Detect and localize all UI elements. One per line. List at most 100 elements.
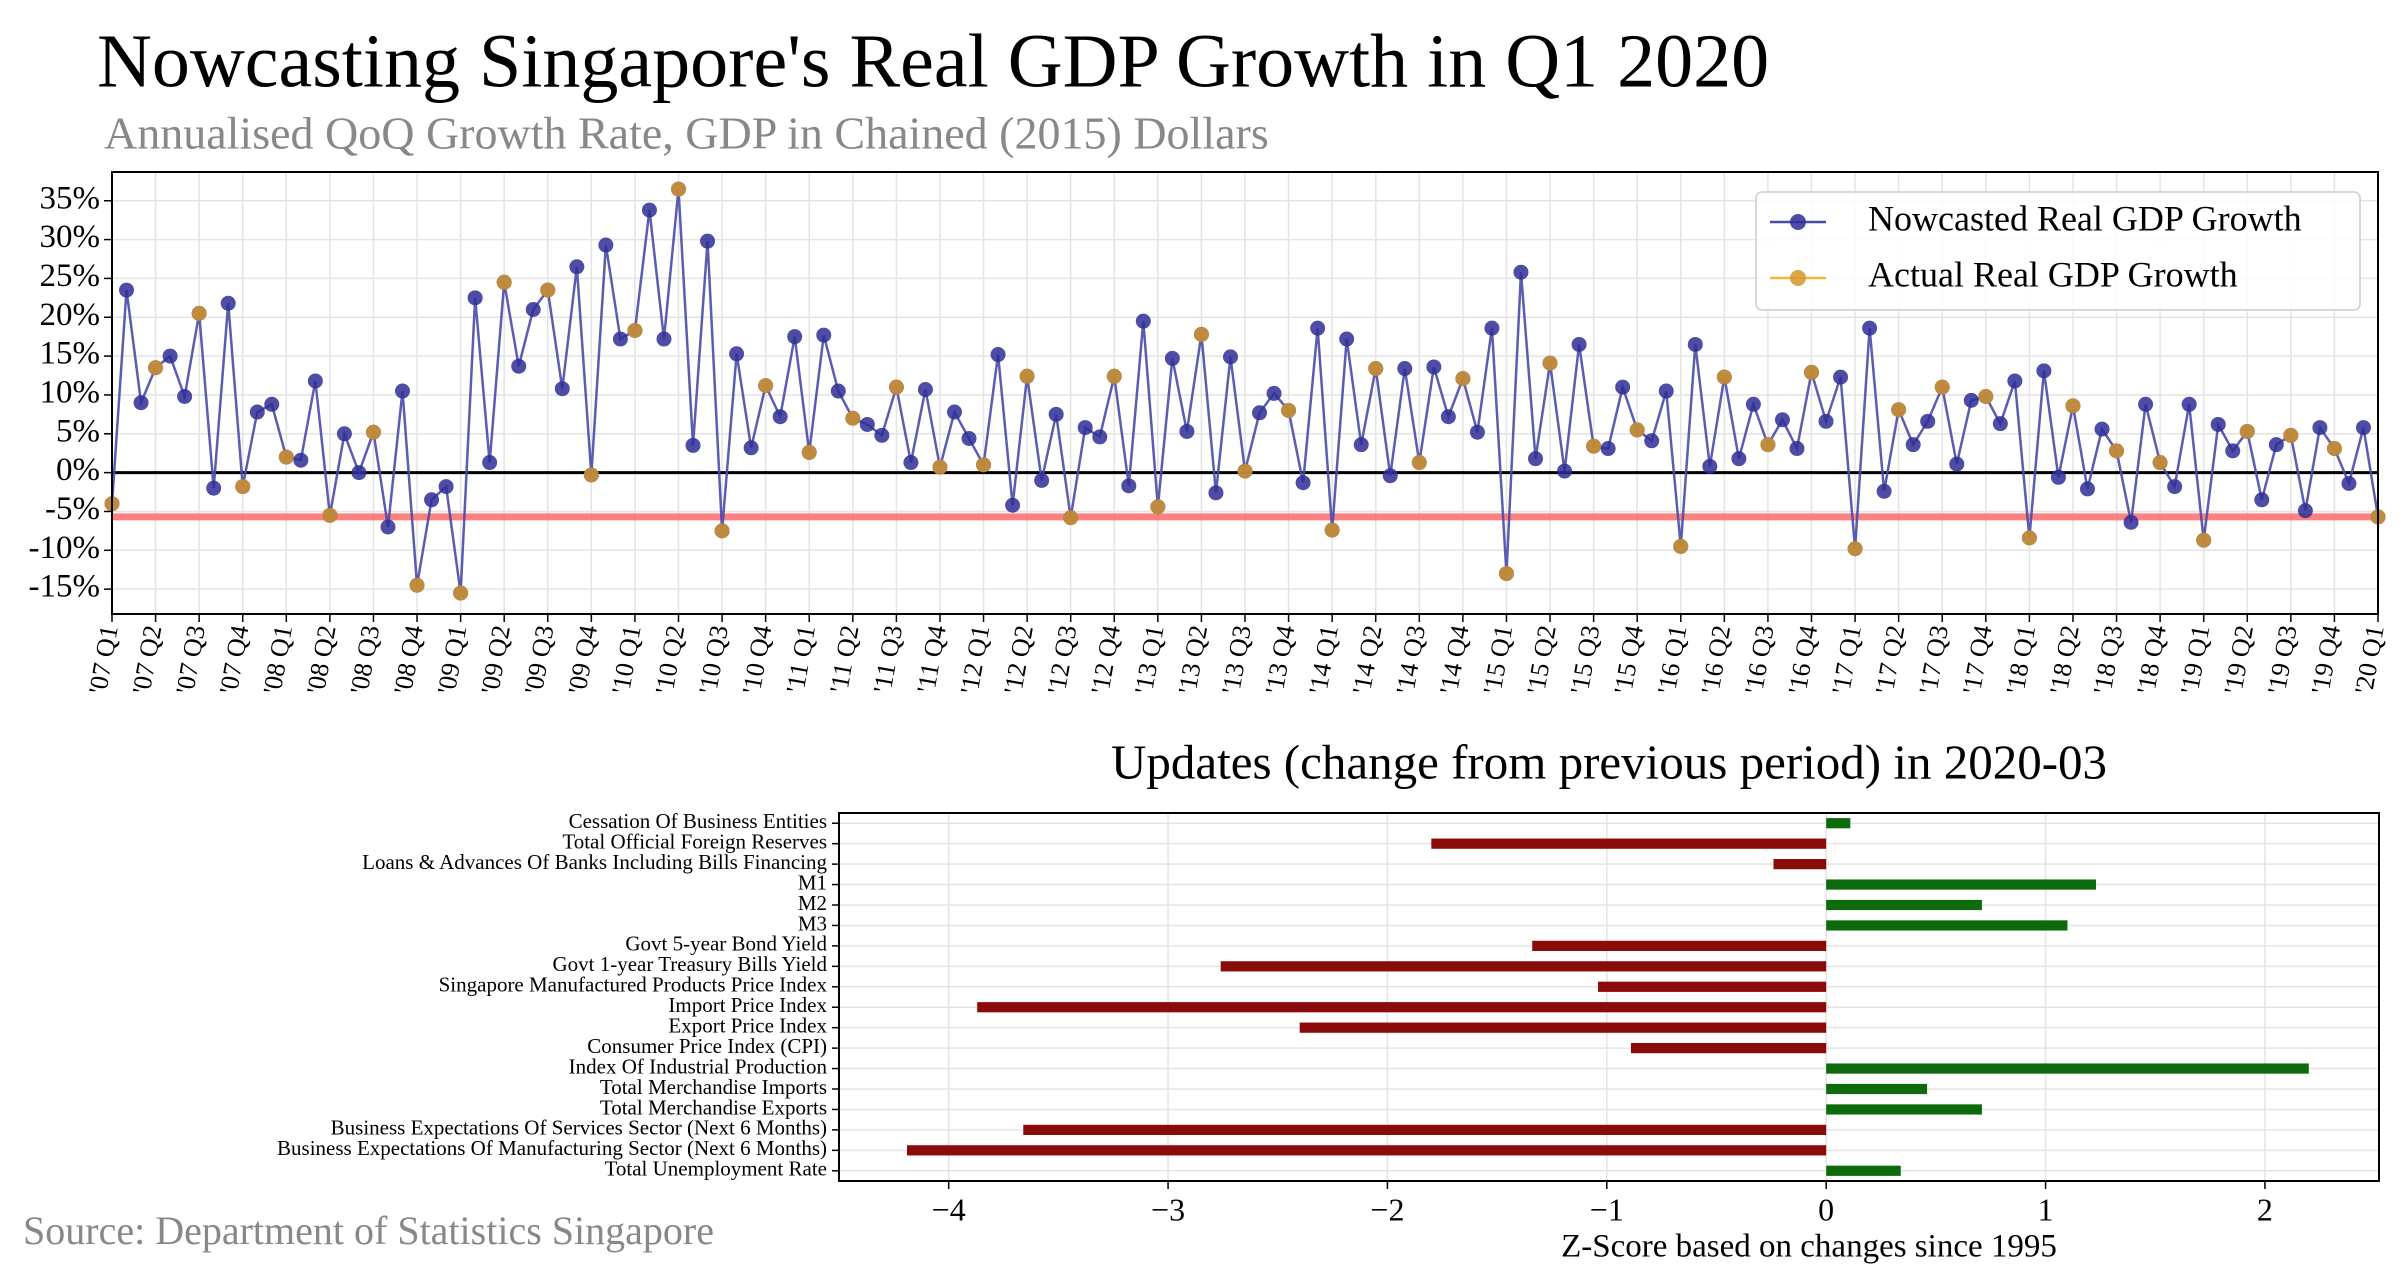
nowcast-point bbox=[598, 237, 614, 253]
actual-point bbox=[1804, 364, 1819, 380]
nowcast-point bbox=[641, 202, 657, 218]
x-tick-label: '14 Q2 bbox=[1347, 623, 1388, 696]
nowcast-point bbox=[2036, 363, 2052, 379]
nowcast-point bbox=[293, 452, 309, 468]
bar bbox=[1431, 838, 1827, 849]
bar bbox=[1826, 1083, 1928, 1095]
nowcast-point bbox=[1121, 478, 1137, 494]
bar bbox=[1826, 1063, 2309, 1074]
x-tick-label: '07 Q4 bbox=[214, 623, 255, 696]
nowcast-point bbox=[1077, 420, 1093, 436]
actual-point bbox=[1324, 522, 1340, 538]
legend-box bbox=[1755, 191, 2361, 311]
nowcast-point bbox=[511, 358, 527, 374]
actual-point bbox=[932, 459, 948, 475]
x-tick-label: '16 Q3 bbox=[1739, 623, 1780, 696]
y-tick-label: Total Merchandise Imports bbox=[600, 1075, 827, 1099]
nowcast-point bbox=[1469, 424, 1485, 440]
bar bbox=[1023, 1124, 1827, 1135]
actual-point bbox=[2196, 532, 2212, 548]
nowcast-point bbox=[772, 409, 788, 425]
nowcast-point bbox=[1353, 437, 1369, 453]
actual-point bbox=[758, 378, 774, 394]
actual-point bbox=[322, 507, 338, 523]
x-tick-label: '07 Q1 bbox=[83, 623, 124, 696]
nowcast-point bbox=[1135, 313, 1151, 329]
actual-point bbox=[148, 360, 164, 376]
y-tick-label: M2 bbox=[798, 891, 827, 915]
nowcast-point bbox=[1600, 441, 1616, 457]
nowcast-point bbox=[133, 395, 149, 411]
y-tick-label: 30% bbox=[40, 219, 101, 255]
y-tick-label: 5% bbox=[56, 413, 100, 449]
nowcast-point bbox=[1513, 264, 1529, 280]
nowcast-point bbox=[569, 259, 585, 275]
nowcast-point bbox=[177, 388, 193, 404]
actual-point bbox=[235, 479, 251, 495]
actual-point bbox=[801, 444, 817, 460]
actual-point bbox=[1586, 438, 1602, 454]
x-tick-label: '16 Q2 bbox=[1696, 623, 1737, 696]
nowcast-point bbox=[1005, 497, 1021, 513]
bar bbox=[977, 1002, 1827, 1013]
nowcast-point bbox=[1731, 451, 1747, 467]
nowcast-point bbox=[2123, 514, 2139, 530]
x-tick-label: '14 Q4 bbox=[1434, 623, 1475, 696]
nowcast-point bbox=[119, 282, 135, 298]
y-tick-label: Business Expectations Of Manufacturing S… bbox=[277, 1136, 827, 1160]
y-tick-label: -10% bbox=[29, 530, 100, 566]
bar-chart-title: Updates (change from previous period) in… bbox=[1111, 734, 2107, 789]
actual-point bbox=[2065, 398, 2081, 414]
nowcast-point bbox=[2050, 469, 2066, 485]
nowcast-point bbox=[1818, 413, 1834, 429]
x-tick-label: '15 Q4 bbox=[1608, 623, 1649, 696]
x-tick-label: '10 Q4 bbox=[737, 623, 778, 696]
actual-point bbox=[278, 449, 294, 465]
x-tick-label: '15 Q2 bbox=[1521, 623, 1562, 696]
nowcast-point bbox=[249, 404, 265, 420]
y-tick-label: Cessation Of Business Entities bbox=[569, 809, 827, 833]
bar bbox=[1773, 859, 1827, 870]
x-tick-label: −4 bbox=[932, 1191, 966, 1227]
nowcast-point bbox=[2138, 396, 2154, 412]
actual-point bbox=[191, 305, 207, 321]
actual-point bbox=[1019, 368, 1035, 384]
nowcast-point bbox=[1833, 369, 1849, 385]
nowcast-point bbox=[1658, 383, 1674, 399]
x-tick-label: '16 Q1 bbox=[1652, 623, 1693, 696]
nowcast-point bbox=[1557, 463, 1573, 479]
actual-point bbox=[1760, 437, 1776, 453]
nowcast-point bbox=[424, 492, 440, 508]
legend-label: Actual Real GDP Growth bbox=[1868, 254, 2238, 294]
actual-point bbox=[496, 274, 512, 290]
actual-point bbox=[1847, 541, 1863, 557]
actual-point bbox=[888, 379, 904, 395]
legend-label: Nowcasted Real GDP Growth bbox=[1868, 198, 2302, 238]
x-tick-label: '14 Q3 bbox=[1391, 623, 1432, 696]
y-tick-label: 0% bbox=[56, 452, 100, 488]
nowcast-point bbox=[1745, 396, 1761, 412]
x-tick-label: −3 bbox=[1151, 1191, 1185, 1227]
y-tick-label: 35% bbox=[40, 180, 101, 216]
nowcast-point bbox=[395, 383, 411, 399]
nowcast-point bbox=[1644, 433, 1660, 449]
x-tick-label: −2 bbox=[1370, 1191, 1404, 1227]
nowcast-point bbox=[2297, 503, 2313, 519]
nowcast-point bbox=[1397, 361, 1413, 377]
actual-point bbox=[1281, 402, 1297, 418]
actual-point bbox=[1368, 361, 1384, 377]
x-tick-label: '20 Q1 bbox=[2349, 623, 2390, 696]
y-tick-label: 20% bbox=[40, 297, 101, 333]
actual-point bbox=[2152, 455, 2168, 471]
x-tick-label: '12 Q3 bbox=[1042, 623, 1083, 696]
x-tick-label: '17 Q1 bbox=[1826, 623, 1867, 696]
x-tick-label: '15 Q3 bbox=[1565, 623, 1606, 696]
actual-point bbox=[2326, 441, 2342, 457]
nowcast-point bbox=[917, 382, 933, 398]
x-tick-label: '10 Q1 bbox=[606, 623, 647, 696]
nowcast-point bbox=[2268, 437, 2284, 453]
x-tick-label: '14 Q1 bbox=[1303, 623, 1344, 696]
nowcast-point bbox=[1789, 441, 1805, 457]
nowcast-point bbox=[1426, 359, 1442, 375]
